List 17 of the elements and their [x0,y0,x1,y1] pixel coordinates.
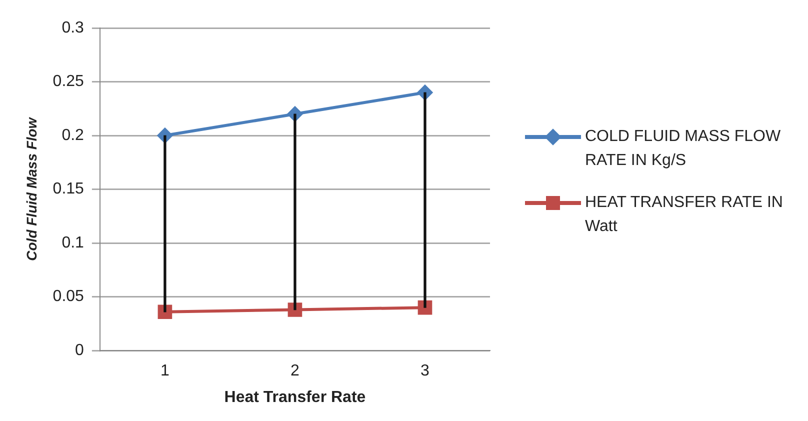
legend-label: HEAT TRANSFER RATE IN Watt [585,193,784,237]
y-tick-label: 0 [75,342,84,360]
bar [294,114,296,310]
y-tick-label: 0.15 [52,180,84,198]
y-tick-label: 0.2 [62,126,84,144]
y-axis-title: Cold Fluid Mass Flow [23,116,40,261]
y-tick-label: 0.3 [62,19,84,36]
y-tick-label: 0.1 [62,234,84,252]
x-tick-label: 1 [160,362,170,380]
bar [164,135,166,312]
y-tick-label: 0.25 [52,73,84,90]
bar [424,92,426,308]
legend-label: COLD FLUID MASS FLOW RATE IN Kg/S [585,127,782,171]
x-tick-label: 2 [290,362,300,380]
x-tick-label: 3 [420,362,430,380]
y-tick-label: 0.05 [52,288,84,306]
x-axis-title: Heat Transfer Rate [224,388,366,406]
